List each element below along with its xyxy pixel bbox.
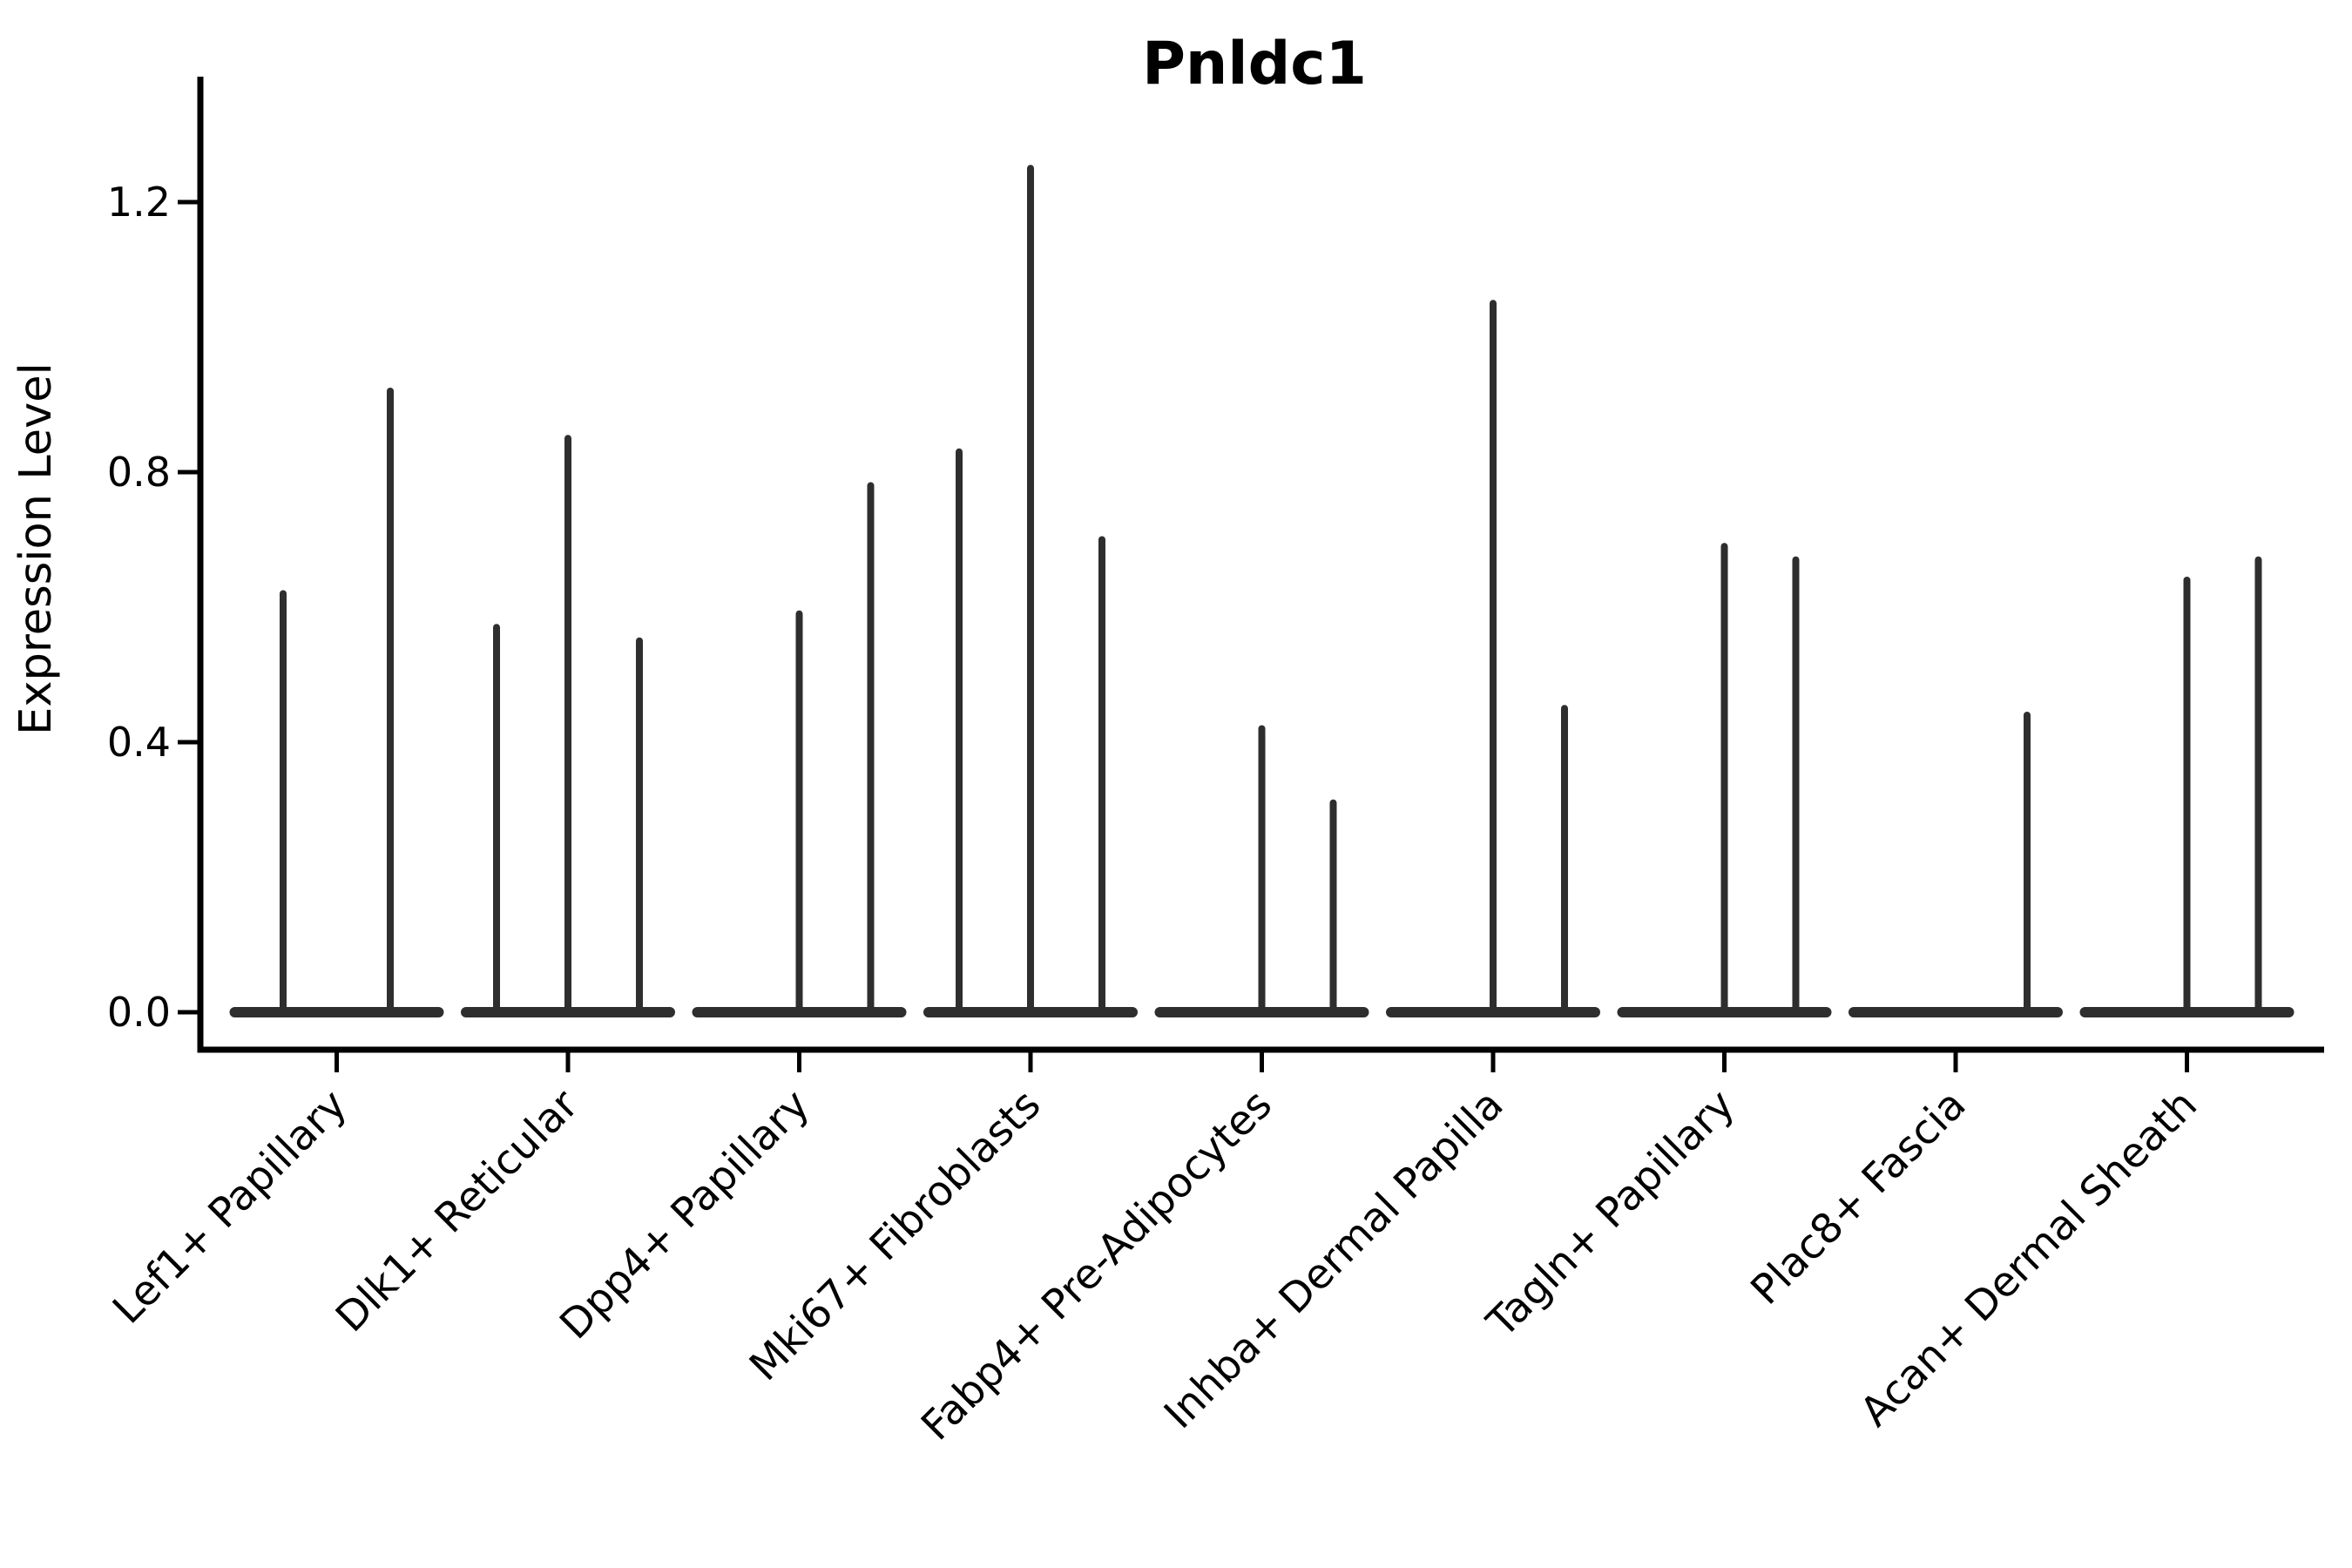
x-tick-label: Dpp4+ Papillary [551, 1081, 819, 1349]
y-tick-label: 0.0 [107, 989, 171, 1036]
y-tick-label: 0.8 [107, 449, 171, 496]
y-tick-label: 1.2 [107, 179, 171, 226]
violin-base [1848, 1007, 2063, 1017]
plot-title: Pnldc1 [1142, 30, 1367, 98]
x-tick-label: Dlk1+ Reticular [327, 1080, 588, 1342]
x-tick-label: Lef1+ Papillary [104, 1081, 356, 1334]
x-tick-label: Tagln+ Papillary [1477, 1081, 1744, 1348]
y-axis-title: Expression Level [10, 362, 62, 735]
x-tick-label: Plac8+ Fascia [1742, 1081, 1976, 1315]
violin-layer [229, 165, 2295, 1017]
y-tick-label: 0.4 [107, 719, 171, 766]
violin-base [229, 1007, 444, 1017]
axes-layer: 0.0 0.4 0.8 1.2 [107, 77, 2324, 1072]
